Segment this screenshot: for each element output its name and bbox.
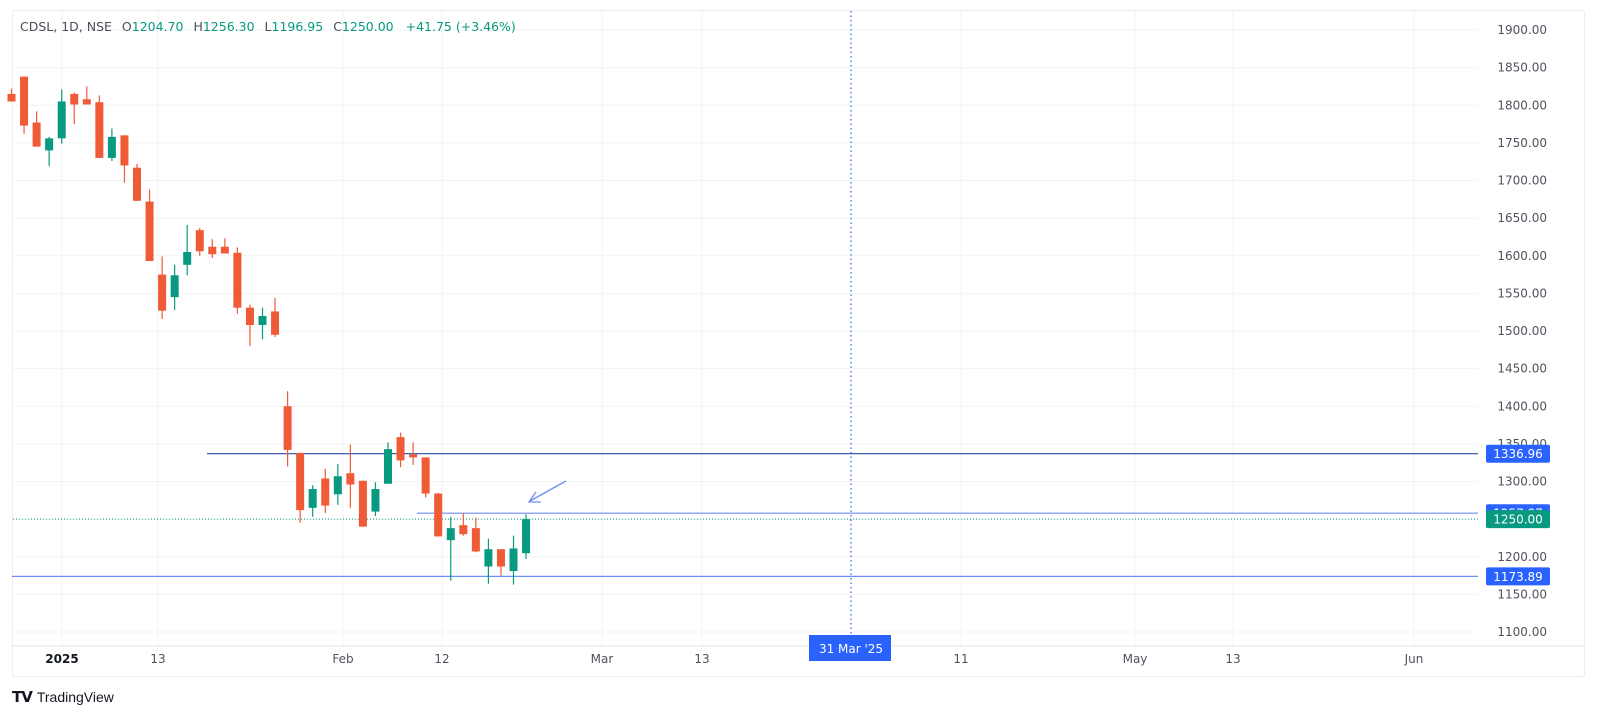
price-axis-label: 1450.00 bbox=[1497, 362, 1547, 376]
candle[interactable] bbox=[509, 535, 518, 585]
price-axis-label: 1900.00 bbox=[1497, 23, 1547, 37]
time-axis-label: 2025 bbox=[45, 652, 78, 666]
candle[interactable] bbox=[233, 247, 242, 314]
candle[interactable] bbox=[346, 444, 355, 508]
price-tag-line: 1173.89 bbox=[1486, 567, 1550, 586]
time-axis-label: 13 bbox=[150, 652, 165, 666]
candle[interactable] bbox=[421, 457, 430, 498]
time-axis-label: 12 bbox=[434, 652, 449, 666]
time-axis-label: Jun bbox=[1404, 652, 1424, 666]
candle[interactable] bbox=[271, 297, 280, 338]
svg-text:1250.00: 1250.00 bbox=[1493, 513, 1543, 527]
price-axis-label: 1850.00 bbox=[1497, 61, 1547, 75]
price-axis-label: 1550.00 bbox=[1497, 286, 1547, 300]
candle[interactable] bbox=[333, 464, 342, 505]
candle[interactable] bbox=[384, 442, 392, 484]
candle[interactable] bbox=[70, 92, 79, 125]
price-axis-label: 1500.00 bbox=[1497, 324, 1547, 338]
tradingview-logo[interactable]: TV TradingView bbox=[12, 688, 114, 706]
candle[interactable] bbox=[170, 264, 179, 310]
price-axis-label: 1650.00 bbox=[1497, 211, 1547, 225]
change-value: +41.75 (+3.46%) bbox=[405, 19, 516, 34]
candle[interactable] bbox=[296, 452, 305, 523]
candle[interactable] bbox=[158, 256, 167, 319]
close-label: C bbox=[333, 19, 342, 34]
candle[interactable] bbox=[220, 238, 229, 254]
price-axis-label: 1600.00 bbox=[1497, 249, 1547, 263]
time-axis-label: Mar bbox=[591, 652, 614, 666]
candle[interactable] bbox=[95, 95, 104, 158]
candle[interactable] bbox=[358, 480, 367, 527]
time-axis-label: 13 bbox=[694, 652, 709, 666]
price-axis-label: 1150.00 bbox=[1497, 587, 1547, 601]
candle[interactable] bbox=[45, 136, 54, 167]
candle[interactable] bbox=[484, 538, 493, 584]
symbol-legend: CDSL, 1D, NSE O1204.70 H1256.30 L1196.95… bbox=[20, 19, 516, 34]
candle[interactable] bbox=[208, 239, 217, 259]
high-value: 1256.30 bbox=[202, 19, 255, 34]
candle[interactable] bbox=[245, 304, 254, 347]
candle[interactable] bbox=[446, 516, 455, 581]
candle[interactable] bbox=[32, 111, 41, 147]
price-tag-line: 1336.96 bbox=[1486, 444, 1550, 463]
time-axis-label: Feb bbox=[332, 652, 353, 666]
svg-text:31 Mar '25: 31 Mar '25 bbox=[819, 642, 883, 656]
open-label: O bbox=[121, 19, 132, 34]
candle[interactable] bbox=[133, 163, 141, 201]
candle[interactable] bbox=[283, 391, 292, 467]
candle[interactable] bbox=[195, 227, 204, 256]
candle[interactable] bbox=[107, 128, 116, 161]
price-axis-label: 1750.00 bbox=[1497, 136, 1547, 150]
time-axis-label: May bbox=[1123, 652, 1148, 666]
price-axis-label: 1200.00 bbox=[1497, 550, 1547, 564]
chart-frame bbox=[12, 10, 1585, 677]
svg-text:1173.89: 1173.89 bbox=[1493, 570, 1543, 584]
candle[interactable] bbox=[308, 485, 317, 517]
candle[interactable] bbox=[7, 88, 16, 102]
candle[interactable] bbox=[396, 432, 405, 468]
open-value: 1204.70 bbox=[131, 19, 184, 34]
low-value: 1196.95 bbox=[271, 19, 324, 34]
high-label: H bbox=[193, 19, 203, 34]
candle[interactable] bbox=[496, 549, 505, 576]
candle[interactable] bbox=[258, 307, 267, 340]
price-axis-label: 1800.00 bbox=[1497, 98, 1547, 112]
price-axis-label: 1400.00 bbox=[1497, 399, 1547, 413]
candle[interactable] bbox=[434, 492, 443, 537]
candle[interactable] bbox=[120, 135, 129, 183]
candle[interactable] bbox=[471, 517, 480, 553]
candle[interactable] bbox=[409, 442, 418, 465]
tradingview-wordmark: TradingView bbox=[36, 689, 114, 705]
price-axis-label: 1700.00 bbox=[1497, 174, 1547, 188]
low-label: L bbox=[264, 19, 272, 34]
symbol-name[interactable]: CDSL, 1D, NSE bbox=[20, 19, 112, 34]
svg-text:1336.96: 1336.96 bbox=[1493, 447, 1543, 461]
candle[interactable] bbox=[459, 513, 468, 536]
price-tag-last: 1250.00 bbox=[1486, 510, 1550, 529]
candle[interactable] bbox=[20, 76, 29, 134]
price-axis-label: 1100.00 bbox=[1497, 625, 1547, 639]
crosshair-date-tag: 31 Mar '25 bbox=[809, 635, 891, 661]
candle[interactable] bbox=[145, 189, 154, 262]
candle[interactable] bbox=[82, 86, 91, 105]
candle[interactable] bbox=[371, 482, 380, 517]
candle[interactable] bbox=[522, 514, 531, 560]
arrow-annotation[interactable] bbox=[527, 480, 567, 503]
close-value: 1250.00 bbox=[341, 19, 394, 34]
candle[interactable] bbox=[57, 89, 66, 144]
time-axis-label: 11 bbox=[953, 652, 968, 666]
candle[interactable] bbox=[183, 224, 192, 276]
price-axis-label: 1300.00 bbox=[1497, 475, 1547, 489]
tradingview-logo-icon: TV bbox=[12, 688, 33, 706]
candle[interactable] bbox=[321, 468, 330, 514]
time-axis-label: 13 bbox=[1225, 652, 1240, 666]
